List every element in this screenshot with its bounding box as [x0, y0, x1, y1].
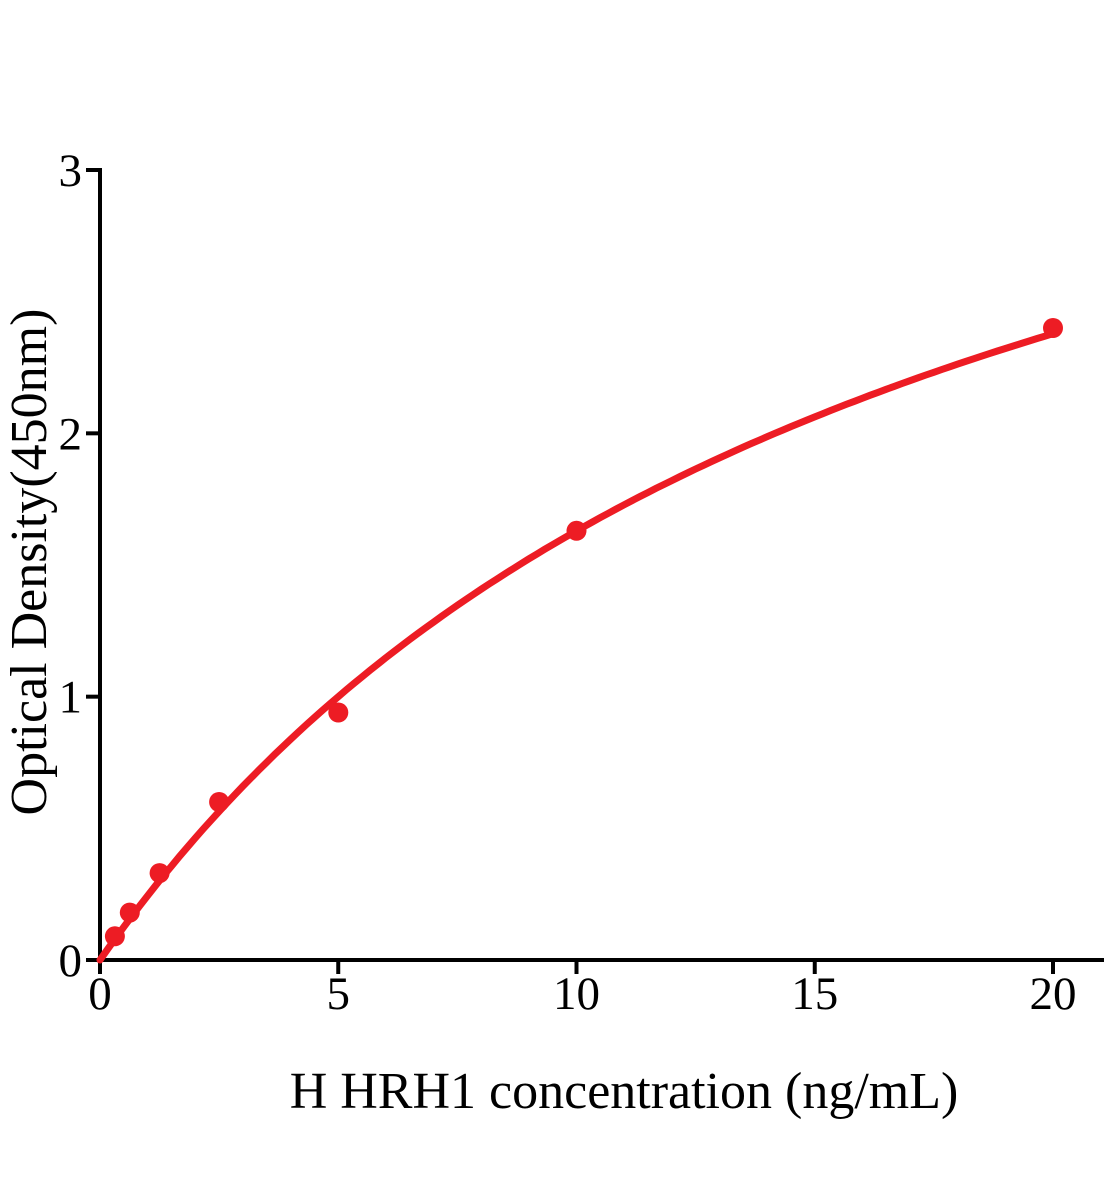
fit-curve [96, 330, 1057, 964]
y-tick-label: 1 [59, 672, 83, 724]
x-axis-title: H HRH1 concentration (ng/mL) [290, 1063, 959, 1120]
data-point [209, 792, 230, 812]
x-tick-label: 15 [791, 968, 838, 1020]
series-layer [96, 318, 1063, 964]
axes-layer [98, 168, 1104, 962]
ticks-layer [86, 168, 1055, 974]
y-tick-label: 3 [59, 145, 83, 197]
data-point [104, 926, 125, 947]
y-tick-label: 2 [59, 408, 83, 460]
data-point [119, 902, 140, 923]
y-axis-title: Optical Density(450nm) [1, 309, 58, 816]
y-tick-label: 0 [59, 935, 83, 987]
data-point [566, 520, 587, 541]
tick-labels-layer: 0 5 10 15 20 0 1 2 3 [59, 145, 1077, 1020]
data-point [328, 702, 349, 723]
x-tick-label: 10 [553, 968, 600, 1020]
data-point [149, 863, 170, 884]
x-tick-label: 5 [327, 968, 351, 1020]
x-tick-label: 0 [88, 968, 112, 1020]
data-point [1043, 318, 1063, 338]
x-tick-label: 20 [1030, 968, 1077, 1020]
